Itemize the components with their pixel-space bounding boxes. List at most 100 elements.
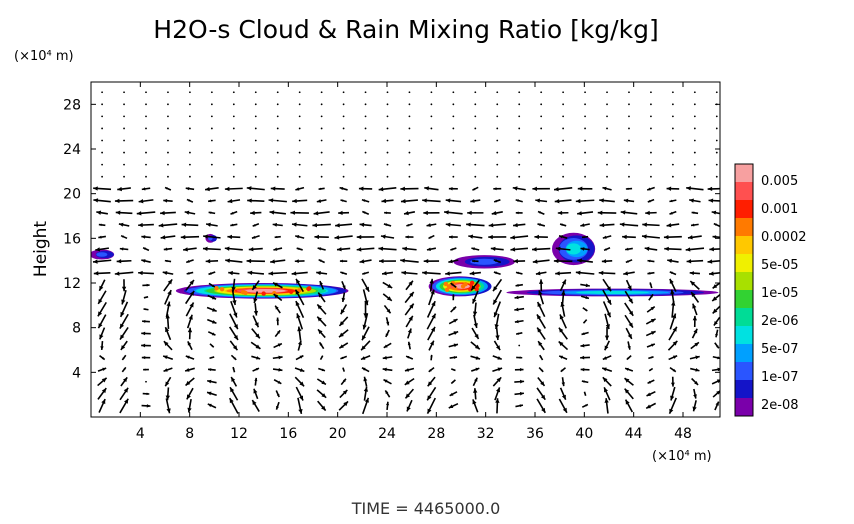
wind-vector xyxy=(518,128,520,130)
wind-vector-head xyxy=(290,211,295,215)
cloud-region xyxy=(429,276,492,296)
wind-vector xyxy=(716,164,718,166)
wind-vector xyxy=(474,128,476,130)
wind-vector-head xyxy=(686,247,691,251)
wind-vector xyxy=(145,91,147,93)
wind-vector-head xyxy=(645,211,650,215)
wind-vector xyxy=(101,103,103,105)
wind-vector-head xyxy=(489,223,494,227)
wind-vector xyxy=(343,152,345,154)
colorbar-swatch xyxy=(735,344,753,363)
wind-vector-head xyxy=(295,259,299,263)
x-tick-label: 44 xyxy=(625,426,643,442)
wind-vector xyxy=(716,140,718,142)
wind-vector xyxy=(409,152,411,154)
wind-vector xyxy=(299,115,301,117)
wind-vector xyxy=(299,128,301,130)
wind-vector-head xyxy=(555,271,560,275)
x-tick-label: 4 xyxy=(136,426,145,442)
wind-vector xyxy=(189,152,191,154)
wind-vector xyxy=(409,140,411,142)
wind-vector xyxy=(189,140,191,142)
wind-vector xyxy=(431,128,433,130)
wind-vector xyxy=(584,115,586,117)
colorbar-swatch xyxy=(735,236,753,255)
wind-vector-head xyxy=(422,271,427,275)
wind-vector-head xyxy=(401,271,406,275)
wind-vector-head xyxy=(269,198,274,202)
wind-vector xyxy=(562,176,564,178)
wind-vector-head xyxy=(203,247,208,251)
wind-vector xyxy=(694,115,696,117)
wind-vector xyxy=(518,345,520,347)
wind-vector xyxy=(145,115,147,117)
wind-vector xyxy=(299,164,301,166)
wind-vector xyxy=(650,103,652,105)
wind-vector-head xyxy=(138,223,143,227)
wind-vector xyxy=(628,152,630,154)
wind-vector-head xyxy=(141,344,145,348)
wind-vector xyxy=(255,103,257,105)
wind-vector-head xyxy=(300,368,304,372)
wind-vector-head xyxy=(181,235,186,239)
wind-vector xyxy=(123,140,125,142)
wind-vector xyxy=(321,140,323,142)
wind-vector xyxy=(716,176,718,178)
colorbar-label: 2e-08 xyxy=(761,398,799,413)
time-label: TIME = 4465000.0 xyxy=(351,499,501,518)
colorbar-swatch xyxy=(735,308,753,327)
wind-vector xyxy=(123,176,125,178)
cloud-hotspot xyxy=(470,281,474,285)
wind-vector xyxy=(474,115,476,117)
wind-vector-head xyxy=(142,320,145,323)
wind-vector xyxy=(365,128,367,130)
wind-vector xyxy=(650,164,652,166)
wind-vector xyxy=(167,140,169,142)
wind-vector xyxy=(584,103,586,105)
wind-vector xyxy=(101,115,103,117)
wind-vector xyxy=(277,164,279,166)
wind-vector xyxy=(694,164,696,166)
wind-vector xyxy=(343,176,345,178)
wind-vector-head xyxy=(93,259,98,263)
wind-vector xyxy=(387,115,389,117)
wind-vector-head xyxy=(692,304,696,309)
wind-vector-head xyxy=(532,187,537,191)
wind-vector xyxy=(365,140,367,142)
x-tick-label: 20 xyxy=(329,426,347,442)
wind-vector xyxy=(123,103,125,105)
wind-vector-head xyxy=(378,247,383,251)
cloud-hotspot xyxy=(261,291,265,295)
wind-vector xyxy=(584,164,586,166)
wind-vector xyxy=(145,140,147,142)
wind-vector-head xyxy=(423,211,428,215)
colorbar-swatch xyxy=(735,380,753,399)
wind-vector-head xyxy=(576,271,581,275)
wind-vector-head xyxy=(94,271,99,275)
colorbar-label: 0.001 xyxy=(761,202,798,217)
wind-vector xyxy=(431,176,433,178)
wind-vector-head xyxy=(690,271,694,275)
chart-title: H2O-s Cloud & Rain Mixing Ratio [kg/kg] xyxy=(153,15,658,44)
wind-vector xyxy=(145,381,147,383)
wind-vector xyxy=(123,115,125,117)
wind-vector-head xyxy=(580,356,584,360)
wind-vector xyxy=(409,91,411,93)
wind-vector xyxy=(277,140,279,142)
wind-vector xyxy=(628,91,630,93)
x-tick-label: 12 xyxy=(230,426,248,442)
y-unit-label: (×10⁴ m) xyxy=(14,49,74,64)
wind-vector xyxy=(650,91,652,93)
wind-vector xyxy=(628,164,630,166)
wind-vector xyxy=(496,128,498,130)
wind-vector xyxy=(233,140,235,142)
x-tick-label: 16 xyxy=(279,426,297,442)
cloud-field xyxy=(90,233,719,299)
wind-vector xyxy=(650,176,652,178)
y-tick-label: 28 xyxy=(63,97,81,113)
wind-vector-head xyxy=(292,271,297,275)
wind-vector-head xyxy=(379,259,384,263)
wind-vector xyxy=(387,91,389,93)
wind-vector xyxy=(672,140,674,142)
wind-vector xyxy=(321,176,323,178)
